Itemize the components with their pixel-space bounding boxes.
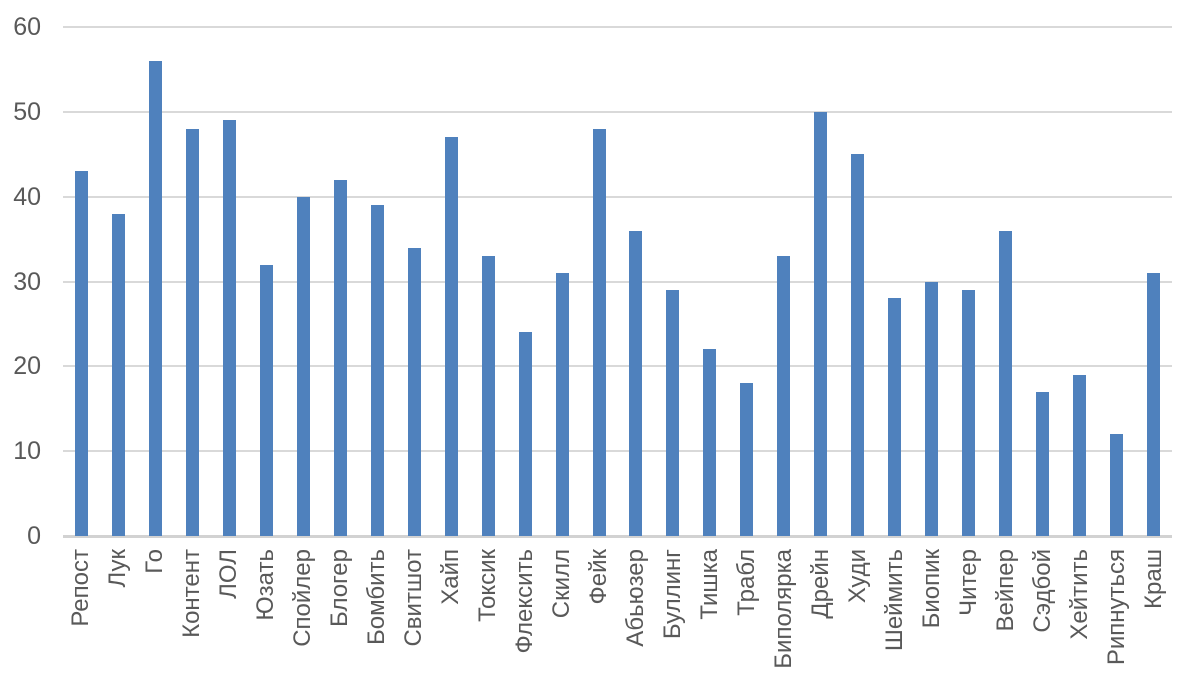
bar-юзать	[259, 264, 273, 536]
bar-токсик	[481, 256, 495, 536]
bar-спойлер	[296, 196, 310, 536]
bar-свитшот	[407, 247, 421, 536]
bar-блогер	[333, 179, 347, 536]
gridline	[63, 195, 1172, 198]
x-axis-category-label: Репост	[67, 549, 95, 627]
x-axis-category-label: Дрейн	[806, 549, 834, 619]
x-axis-category-label: Худи	[843, 549, 871, 604]
x-axis-category-label: Флексить	[511, 549, 539, 654]
x-axis-category-label: Биопик	[917, 549, 945, 629]
bar-абьюзер	[629, 230, 643, 536]
gridline	[63, 110, 1172, 113]
bar-дрейн	[814, 111, 828, 536]
x-axis-category-label: Абьюзер	[621, 549, 649, 647]
bar-скилл	[555, 273, 569, 536]
x-axis-category-label: Блогер	[326, 549, 354, 628]
x-axis-category-label: Го	[141, 549, 169, 574]
x-axis-category-label: Спойлер	[289, 549, 317, 647]
gridline	[63, 26, 1172, 28]
x-axis-category-label: Биполярка	[769, 549, 797, 669]
y-axis-tick-label: 40	[13, 182, 41, 211]
x-axis-category-label: Хейтить	[1065, 549, 1093, 640]
bar-тишка	[703, 349, 717, 536]
x-axis-category-label: Контент	[178, 549, 206, 638]
x-axis-category-label: ЛОЛ	[215, 549, 243, 599]
bar-лол	[222, 120, 236, 536]
plot-area	[63, 26, 1172, 538]
x-axis-category-label: Токсик	[474, 549, 502, 622]
x-axis-category-label: Вейпер	[991, 549, 1019, 632]
x-axis-category-label: Фейк	[585, 549, 613, 605]
x-axis-category-label: Лук	[104, 549, 132, 588]
bar-флексить	[518, 332, 532, 536]
y-axis-tick-label: 0	[27, 522, 41, 550]
gridline	[63, 365, 1172, 368]
bar-репост	[74, 171, 88, 536]
bar-трабл	[740, 383, 754, 536]
x-axis-category-label: Тишка	[695, 549, 723, 620]
y-axis-tick-label: 20	[13, 352, 41, 381]
x-axis-category-label: Скилл	[548, 549, 576, 619]
bar-лук	[111, 213, 125, 536]
y-axis-tick-label: 50	[13, 97, 41, 126]
bar-хайп	[444, 137, 458, 536]
x-axis-category-label: Читер	[954, 549, 982, 616]
x-axis-line	[63, 535, 1172, 538]
x-axis-category-label: Хайп	[437, 549, 465, 605]
x-axis-category-label: Рипнуться	[1102, 549, 1130, 666]
bar-го	[148, 60, 162, 536]
bar-сэдбой	[1036, 391, 1050, 536]
y-axis-tick-label: 10	[13, 437, 41, 466]
bar-бомбить	[370, 205, 384, 536]
bar-биполярка	[777, 256, 791, 536]
bar-краш	[1147, 273, 1161, 536]
bar-хейтить	[1073, 374, 1087, 536]
x-axis-category-label: Сэдбой	[1028, 549, 1056, 633]
gridline	[63, 280, 1172, 283]
bar-худи	[851, 154, 865, 536]
y-axis-tick-label: 30	[13, 267, 41, 296]
x-axis-category-label: Свитшот	[400, 549, 428, 647]
x-axis-category-label: Юзать	[252, 549, 280, 621]
gridline	[63, 450, 1172, 453]
x-axis-category-label: Шеймить	[880, 549, 908, 652]
bar-читер	[962, 289, 976, 536]
bar-контент	[185, 128, 199, 536]
bar-шеймить	[888, 298, 902, 536]
bar-буллинг	[666, 289, 680, 536]
x-axis-category-label: Краш	[1139, 549, 1167, 609]
x-axis-category-label: Трабл	[732, 549, 760, 616]
bar-фейк	[592, 128, 606, 536]
bar-рипнуться	[1110, 434, 1124, 536]
bar-вейпер	[999, 230, 1013, 536]
bar-биопик	[925, 281, 939, 536]
y-axis-tick-label: 60	[13, 13, 41, 41]
x-axis-category-label: Буллинг	[658, 549, 686, 640]
x-axis-category-label: Бомбить	[363, 549, 391, 645]
